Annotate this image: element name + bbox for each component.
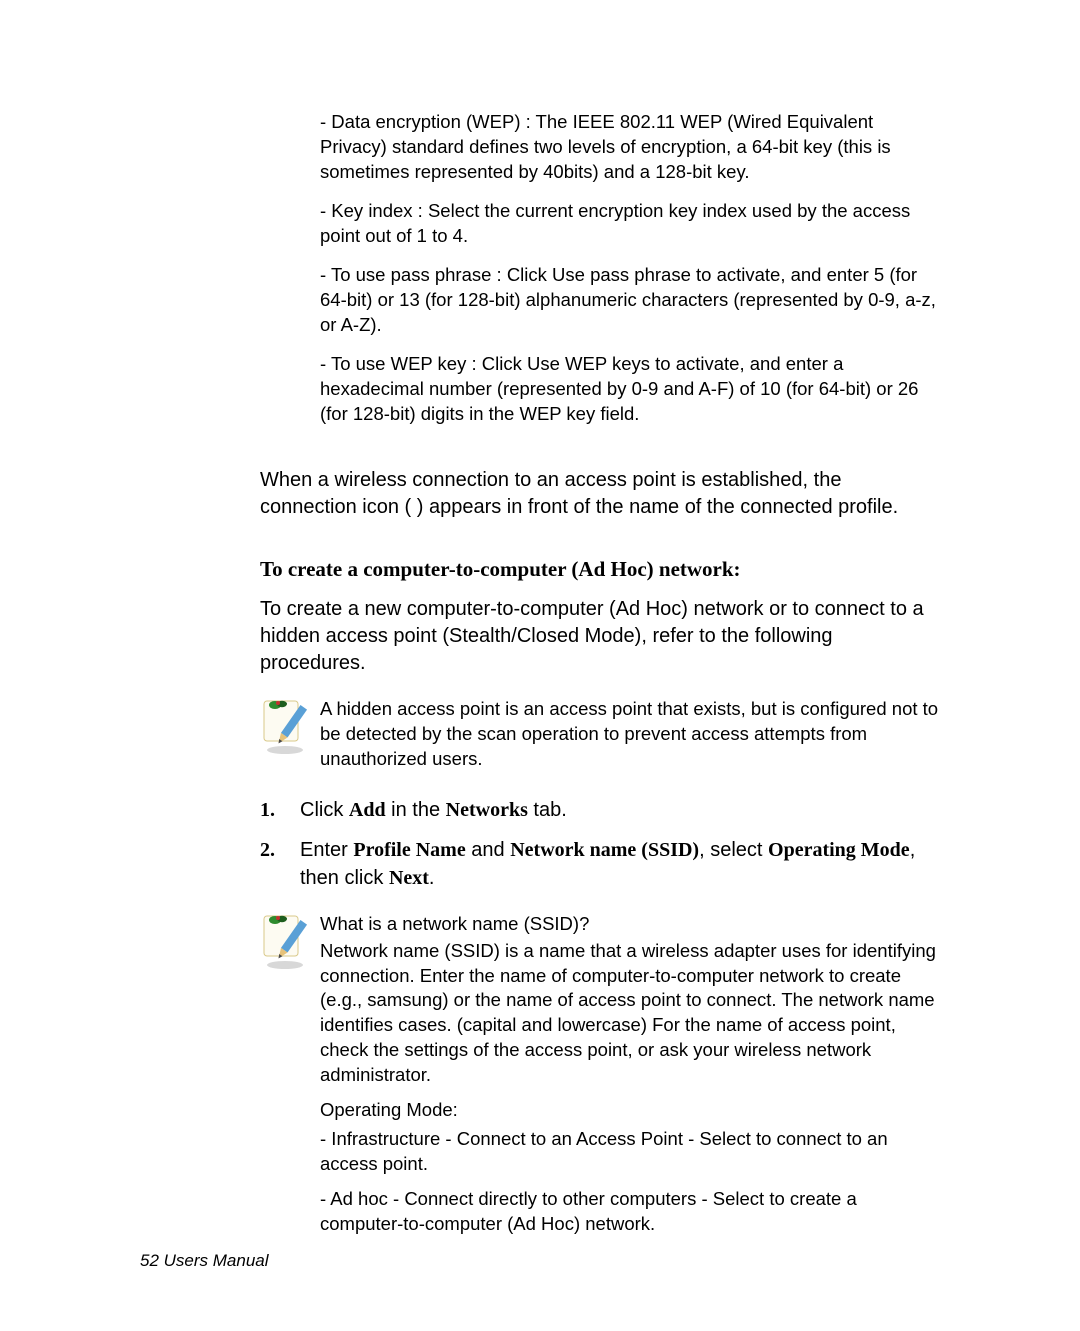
step-2: 2. Enter Profile Name and Network name (… bbox=[260, 836, 940, 892]
wep-key-index: - Key index : Select the current encrypt… bbox=[320, 199, 940, 249]
wep-key: - To use WEP key : Click Use WEP keys to… bbox=[320, 352, 940, 427]
note-hidden-ap: A hidden access point is an access point… bbox=[260, 697, 940, 772]
note-icon bbox=[260, 697, 320, 755]
ssid-description: Network name (SSID) is a name that a wir… bbox=[320, 939, 940, 1089]
wep-pass-phrase: - To use pass phrase : Click Use pass ph… bbox=[320, 263, 940, 338]
opmode-adhoc: - Ad hoc - Connect directly to other com… bbox=[320, 1187, 940, 1237]
step-1: 1. Click Add in the Networks tab. bbox=[260, 796, 940, 824]
adhoc-heading: To create a computer-to-computer (Ad Hoc… bbox=[260, 557, 940, 582]
note-ssid-text: What is a network name (SSID)? Network n… bbox=[320, 912, 940, 1248]
note-icon bbox=[260, 912, 320, 970]
adhoc-intro: To create a new computer-to-computer (Ad… bbox=[260, 596, 940, 677]
page-footer: 52 Users Manual bbox=[140, 1251, 269, 1271]
manual-page: - Data encryption (WEP) : The IEEE 802.1… bbox=[0, 0, 1080, 1331]
wep-data-encryption: - Data encryption (WEP) : The IEEE 802.1… bbox=[320, 110, 940, 185]
ssid-question: What is a network name (SSID)? bbox=[320, 912, 940, 937]
opmode-infrastructure: - Infrastructure - Connect to an Access … bbox=[320, 1127, 940, 1177]
wep-settings-block: - Data encryption (WEP) : The IEEE 802.1… bbox=[320, 110, 940, 427]
operating-mode-label: Operating Mode: bbox=[320, 1098, 940, 1123]
adhoc-steps: 1. Click Add in the Networks tab. 2. Ent… bbox=[260, 796, 940, 892]
note-ssid: What is a network name (SSID)? Network n… bbox=[260, 912, 940, 1248]
note-hidden-ap-text: A hidden access point is an access point… bbox=[320, 697, 940, 772]
connection-established-para: When a wireless connection to an access … bbox=[260, 467, 940, 521]
